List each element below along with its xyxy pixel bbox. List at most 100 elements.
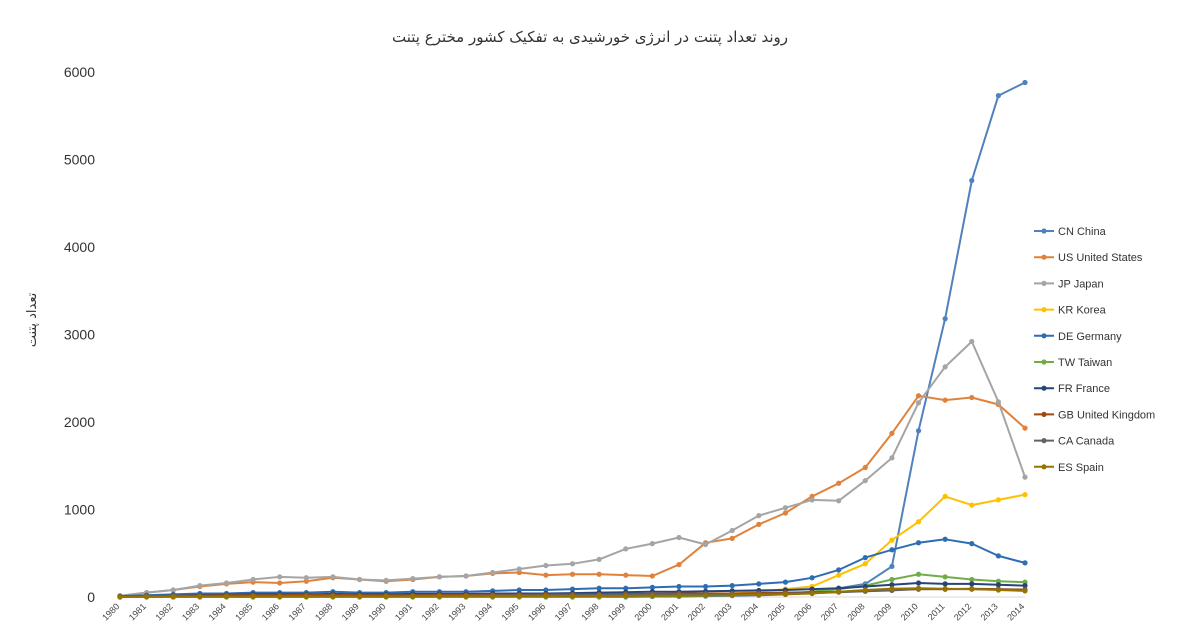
legend-item: KR Korea [1034, 305, 1107, 317]
data-point [915, 428, 922, 434]
data-point [463, 573, 469, 579]
data-point [862, 464, 868, 471]
data-point [623, 572, 629, 578]
data-point [596, 585, 602, 591]
data-point [1022, 425, 1028, 431]
data-point [170, 594, 176, 600]
data-point [995, 553, 1001, 559]
data-point [729, 527, 735, 534]
data-point [889, 430, 895, 436]
data-point [836, 480, 842, 486]
data-point [782, 579, 789, 585]
data-point [330, 593, 336, 600]
data-point [862, 555, 868, 561]
data-point [756, 592, 762, 598]
data-point [569, 571, 576, 577]
data-point [942, 581, 948, 587]
legend-label: FR France [1058, 383, 1110, 395]
legend-swatch-marker [1041, 438, 1047, 444]
legend-label: TW Taiwan [1058, 357, 1112, 369]
y-tick-label: 6000 [64, 64, 95, 80]
data-point [356, 593, 363, 600]
data-point [197, 583, 203, 589]
data-point [969, 581, 975, 587]
legend-item: DE Germany [1034, 331, 1122, 343]
data-point [889, 455, 895, 461]
data-point [915, 400, 922, 406]
legend-item: CN China [1034, 226, 1107, 238]
y-tick-label: 3000 [64, 327, 95, 343]
data-point [330, 574, 336, 580]
data-point [942, 493, 948, 499]
data-point [596, 571, 602, 577]
legend-swatch-marker [1041, 333, 1047, 339]
data-point [1022, 560, 1028, 566]
data-point [223, 580, 230, 586]
data-point [862, 478, 868, 484]
data-point [250, 576, 256, 583]
data-point [729, 535, 735, 541]
data-point [1022, 79, 1028, 86]
legend-label: JP Japan [1058, 278, 1104, 290]
y-tick-label: 4000 [64, 239, 95, 255]
data-point [969, 502, 975, 508]
data-point [649, 541, 655, 547]
data-point [596, 593, 602, 599]
data-point [676, 583, 682, 590]
data-point [356, 576, 363, 583]
data-point [676, 593, 682, 599]
y-axis: 0 1000 2000 3000 4000 5000 6000 [64, 64, 95, 605]
data-point [383, 577, 389, 583]
y-tick-label: 1000 [64, 502, 95, 518]
data-point [623, 585, 629, 591]
data-point [250, 593, 256, 600]
data-point [995, 93, 1001, 99]
data-point [516, 593, 522, 599]
data-point [729, 583, 735, 589]
data-point [1022, 588, 1028, 594]
legend-swatch-marker [1041, 359, 1047, 365]
data-point [702, 592, 709, 599]
chart-title: روند تعداد پتنت در انرژی خورشیدی به تفکی… [392, 28, 788, 47]
data-point [782, 591, 789, 597]
data-point [490, 593, 496, 599]
data-point [942, 316, 948, 322]
data-point [889, 547, 895, 553]
data-point [197, 594, 203, 600]
legend-label: KR Korea [1058, 305, 1107, 317]
data-point [915, 580, 922, 586]
data-point [915, 571, 922, 577]
data-point [410, 576, 416, 582]
legend-label: ES Spain [1058, 462, 1104, 474]
data-point [889, 537, 895, 543]
data-point [649, 593, 655, 599]
data-point [915, 585, 922, 591]
legend-item: GB United Kingdom [1034, 409, 1155, 421]
data-point [1022, 492, 1028, 498]
data-point [942, 364, 948, 370]
data-point [1022, 583, 1028, 589]
data-point [144, 594, 150, 600]
data-point [889, 582, 895, 588]
data-point [969, 338, 975, 345]
series-group [117, 338, 1028, 599]
data-point [942, 397, 948, 403]
data-point [543, 572, 549, 578]
legend-swatch-marker [1041, 464, 1047, 470]
legend-swatch-marker [1041, 228, 1047, 234]
legend-swatch-marker [1041, 385, 1047, 391]
data-point [995, 582, 1001, 588]
y-tick-label: 2000 [64, 414, 95, 430]
data-point [383, 593, 389, 600]
data-point [756, 581, 762, 587]
legend-label: CN China [1058, 226, 1107, 238]
data-point [995, 587, 1001, 593]
data-point [569, 593, 576, 599]
y-tick-label: 0 [87, 589, 95, 605]
data-point [862, 561, 868, 567]
data-point [702, 541, 709, 548]
data-point [782, 505, 789, 511]
data-point [516, 566, 522, 572]
